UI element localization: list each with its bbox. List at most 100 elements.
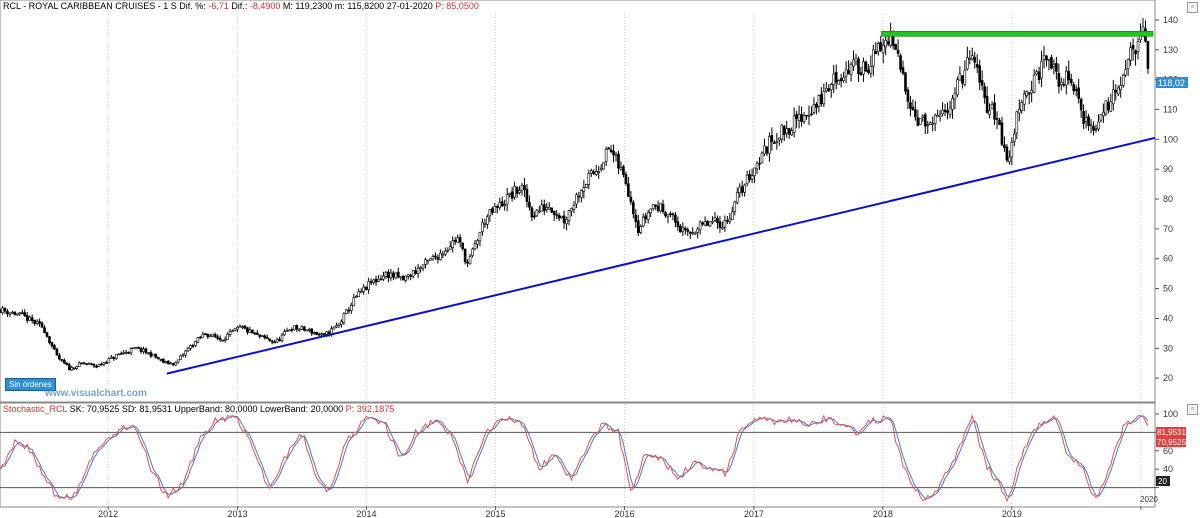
- candle-body: [92, 364, 96, 367]
- candle-body: [904, 72, 907, 92]
- candle-body: [760, 152, 764, 164]
- candle-body: [97, 364, 101, 367]
- candle-body: [696, 228, 699, 233]
- candle-body: [169, 362, 173, 365]
- candle-body: [444, 250, 447, 255]
- candle-body: [114, 354, 118, 359]
- x-tick-label: 2018: [873, 509, 893, 518]
- candle-body: [1050, 57, 1053, 69]
- candle-body: [810, 113, 813, 116]
- candle-body: [562, 215, 566, 224]
- candle-body: [357, 291, 361, 298]
- maximize-icon[interactable]: ▫: [1187, 2, 1198, 13]
- y-tick-label: 40: [1163, 464, 1173, 474]
- candle-body: [310, 328, 314, 334]
- candle-body: [33, 319, 36, 324]
- candle-body: [208, 335, 212, 338]
- candle-body: [693, 232, 697, 235]
- candle-body: [1037, 71, 1041, 81]
- candle-body: [82, 362, 86, 365]
- y-tick-label: 20: [1163, 373, 1173, 383]
- candle-body: [842, 77, 845, 81]
- candle-body: [63, 359, 66, 364]
- candle-body: [70, 367, 74, 371]
- candle-body: [612, 150, 615, 156]
- candle-body: [1102, 111, 1105, 117]
- candle-body: [867, 69, 870, 73]
- candle-body: [189, 345, 192, 349]
- candle-body: [1121, 75, 1125, 86]
- candle-body: [382, 275, 385, 280]
- candle-body: [201, 333, 205, 338]
- candle-body: [65, 362, 69, 366]
- sd-value-label: 81,9531: [1157, 428, 1186, 437]
- candle-body: [557, 215, 561, 219]
- candle-body: [503, 204, 506, 206]
- candle-body: [525, 188, 529, 202]
- candle-body: [263, 335, 267, 339]
- candle-body: [701, 222, 704, 225]
- candle-body: [641, 216, 645, 227]
- candle-body: [280, 334, 284, 341]
- candle-body: [28, 316, 31, 321]
- orders-badge[interactable]: Sin órdenes: [5, 378, 56, 391]
- candle-body: [300, 326, 304, 330]
- candle-body: [589, 170, 593, 174]
- candle-body: [1146, 40, 1150, 69]
- candle-body: [1104, 100, 1108, 115]
- candle-body: [206, 333, 210, 337]
- candle-body: [243, 325, 247, 329]
- candle-body: [102, 362, 106, 365]
- candle-body: [839, 78, 843, 82]
- candle-body: [646, 212, 650, 220]
- candle-body: [186, 347, 190, 352]
- candle-body: [416, 267, 420, 274]
- candle-body: [105, 362, 108, 364]
- candle-body: [716, 217, 719, 223]
- candle-body: [179, 355, 182, 360]
- candle-body: [545, 207, 549, 210]
- candle-body: [161, 358, 165, 363]
- candle-body: [283, 331, 286, 335]
- candle-body: [530, 207, 534, 218]
- candle-body: [1045, 55, 1048, 61]
- y-tick-label: 90: [1163, 164, 1173, 174]
- candle-body: [354, 296, 358, 298]
- candle-body: [213, 334, 217, 338]
- candle-body: [231, 330, 234, 333]
- candle-body: [1134, 50, 1137, 55]
- x-tick-label: 2012: [98, 509, 118, 518]
- candle-body: [995, 118, 999, 120]
- candle-body: [424, 259, 427, 265]
- candle-body: [837, 80, 840, 85]
- candle-body: [508, 192, 511, 195]
- candle-body: [87, 363, 91, 365]
- candle-body: [204, 333, 207, 335]
- candle-body: [510, 191, 514, 199]
- candle-body: [107, 358, 111, 364]
- candle-body: [1010, 141, 1014, 158]
- candle-body: [627, 183, 630, 197]
- candle-body: [958, 73, 962, 81]
- x-tick-label: 2017: [744, 509, 764, 518]
- y-tick-label: 140: [1163, 15, 1178, 25]
- candle-body: [1136, 41, 1140, 52]
- maximize-icon[interactable]: ▫: [1187, 404, 1198, 415]
- candle-body: [540, 204, 544, 212]
- candle-body: [619, 167, 623, 170]
- candle-body: [582, 187, 586, 192]
- candle-body: [1089, 124, 1093, 126]
- candle-body: [921, 115, 925, 118]
- candle-body: [441, 253, 445, 256]
- candle-body: [708, 221, 712, 227]
- candle-body: [1111, 89, 1115, 105]
- candle-body: [911, 106, 915, 111]
- candle-body: [1, 307, 4, 314]
- y-tick-label: 100: [1163, 409, 1178, 419]
- candle-body: [295, 325, 299, 330]
- x-tick-label: 2019: [1002, 509, 1022, 518]
- y-tick-label: 70: [1163, 224, 1173, 234]
- candle-body: [636, 220, 640, 234]
- candle-body: [16, 313, 19, 316]
- candle-body: [448, 246, 452, 250]
